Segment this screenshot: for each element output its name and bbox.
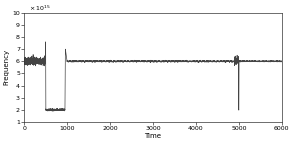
Y-axis label: Frequency: Frequency xyxy=(4,49,9,85)
Text: $\times\,10^{15}$: $\times\,10^{15}$ xyxy=(29,3,51,13)
X-axis label: Time: Time xyxy=(144,132,161,139)
